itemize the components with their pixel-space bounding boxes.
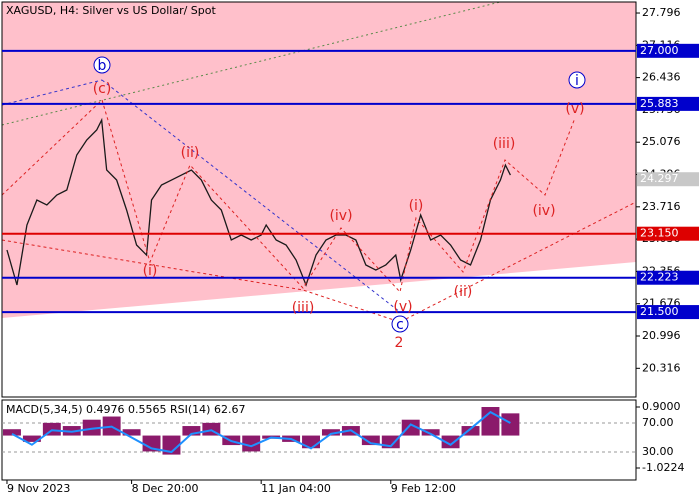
wave-label: b (98, 58, 107, 74)
macd-bar (122, 429, 141, 436)
y-tick-label: 20.996 (642, 329, 681, 342)
level-box (637, 96, 699, 111)
rsi-line (11, 410, 511, 454)
wave-label: (iv) (329, 208, 352, 224)
x-tick-label: 11 Jan 04:00 (261, 482, 331, 495)
macd-bar (441, 435, 460, 449)
macd-bar (2, 429, 21, 436)
macd-bar (162, 435, 181, 455)
wave-label: (ii) (181, 145, 200, 161)
macd-bar (82, 419, 101, 436)
level-box (637, 226, 699, 241)
wave-path (1, 99, 576, 294)
wave-label: (v) (393, 299, 412, 315)
wave-line (1, 79, 103, 106)
wave-label: (ii) (454, 284, 473, 300)
wave-label: (v) (565, 101, 584, 117)
macd-bar (361, 435, 380, 446)
level-box (637, 43, 699, 58)
wave-label: i (575, 73, 579, 89)
last-price-label: 24.297 (640, 172, 679, 185)
wave-path (1, 201, 637, 323)
wave-label: (iii) (493, 136, 516, 152)
level-label: 21.500 (640, 305, 679, 318)
y-tick-label: 0.9000 (642, 400, 681, 413)
last-price-box (637, 172, 699, 187)
macd-bar (22, 435, 41, 442)
pink-zone (2, 2, 636, 318)
y-tick-label: -1.0224 (642, 461, 684, 474)
wave-label: (i) (409, 198, 424, 214)
indicator-title: MACD(5,34,5) 0.4976 0.5565 RSI(14) 62.67 (6, 403, 245, 416)
macd-bar (142, 435, 161, 452)
y-tick-label: 26.436 (642, 71, 681, 84)
chart-title: XAGUSD, H4: Silver vs US Dollar/ Spot (6, 4, 216, 17)
annotation-circle (391, 315, 409, 333)
macd-bar (461, 426, 480, 436)
y-tick-label: 20.316 (642, 361, 681, 374)
level-box (637, 305, 699, 320)
x-tick-label: 8 Dec 20:00 (132, 482, 199, 495)
wave-label: (c) (93, 81, 112, 97)
wave-label: (iv) (532, 203, 555, 219)
wave-label: (i) (143, 263, 158, 279)
main-panel (6, 117, 511, 287)
y-tick-label: 23.716 (642, 200, 681, 213)
annotation-circle (93, 56, 111, 74)
macd-bar (421, 429, 440, 436)
macd-bar (182, 426, 201, 436)
level-label: 22.223 (640, 271, 679, 284)
y-tick-label: 27.796 (642, 6, 681, 19)
y-tick-label: 25.076 (642, 135, 681, 148)
main-frame (1, 1, 637, 398)
wave-label: (iii) (292, 300, 315, 316)
price-line (6, 117, 511, 287)
level-label: 23.150 (640, 227, 679, 240)
level-label: 25.883 (640, 97, 679, 110)
sub-frame (1, 399, 637, 481)
wave-label: c (396, 317, 404, 333)
level-box (637, 270, 699, 285)
annotation-circle (568, 71, 586, 89)
macd-bar (401, 419, 420, 436)
y2-tick-label: 30.00 (642, 445, 674, 458)
macd-bar (321, 429, 340, 436)
level-label: 27.000 (640, 44, 679, 57)
wave-line (101, 79, 401, 313)
x-tick-label: 9 Feb 12:00 (391, 482, 456, 495)
macd-bar (501, 413, 520, 436)
macd-bar (242, 435, 261, 452)
x-tick-label: 9 Nov 2023 (7, 482, 70, 495)
y2-tick-label: 70.00 (642, 416, 674, 429)
wave-label: 2 (395, 335, 404, 351)
